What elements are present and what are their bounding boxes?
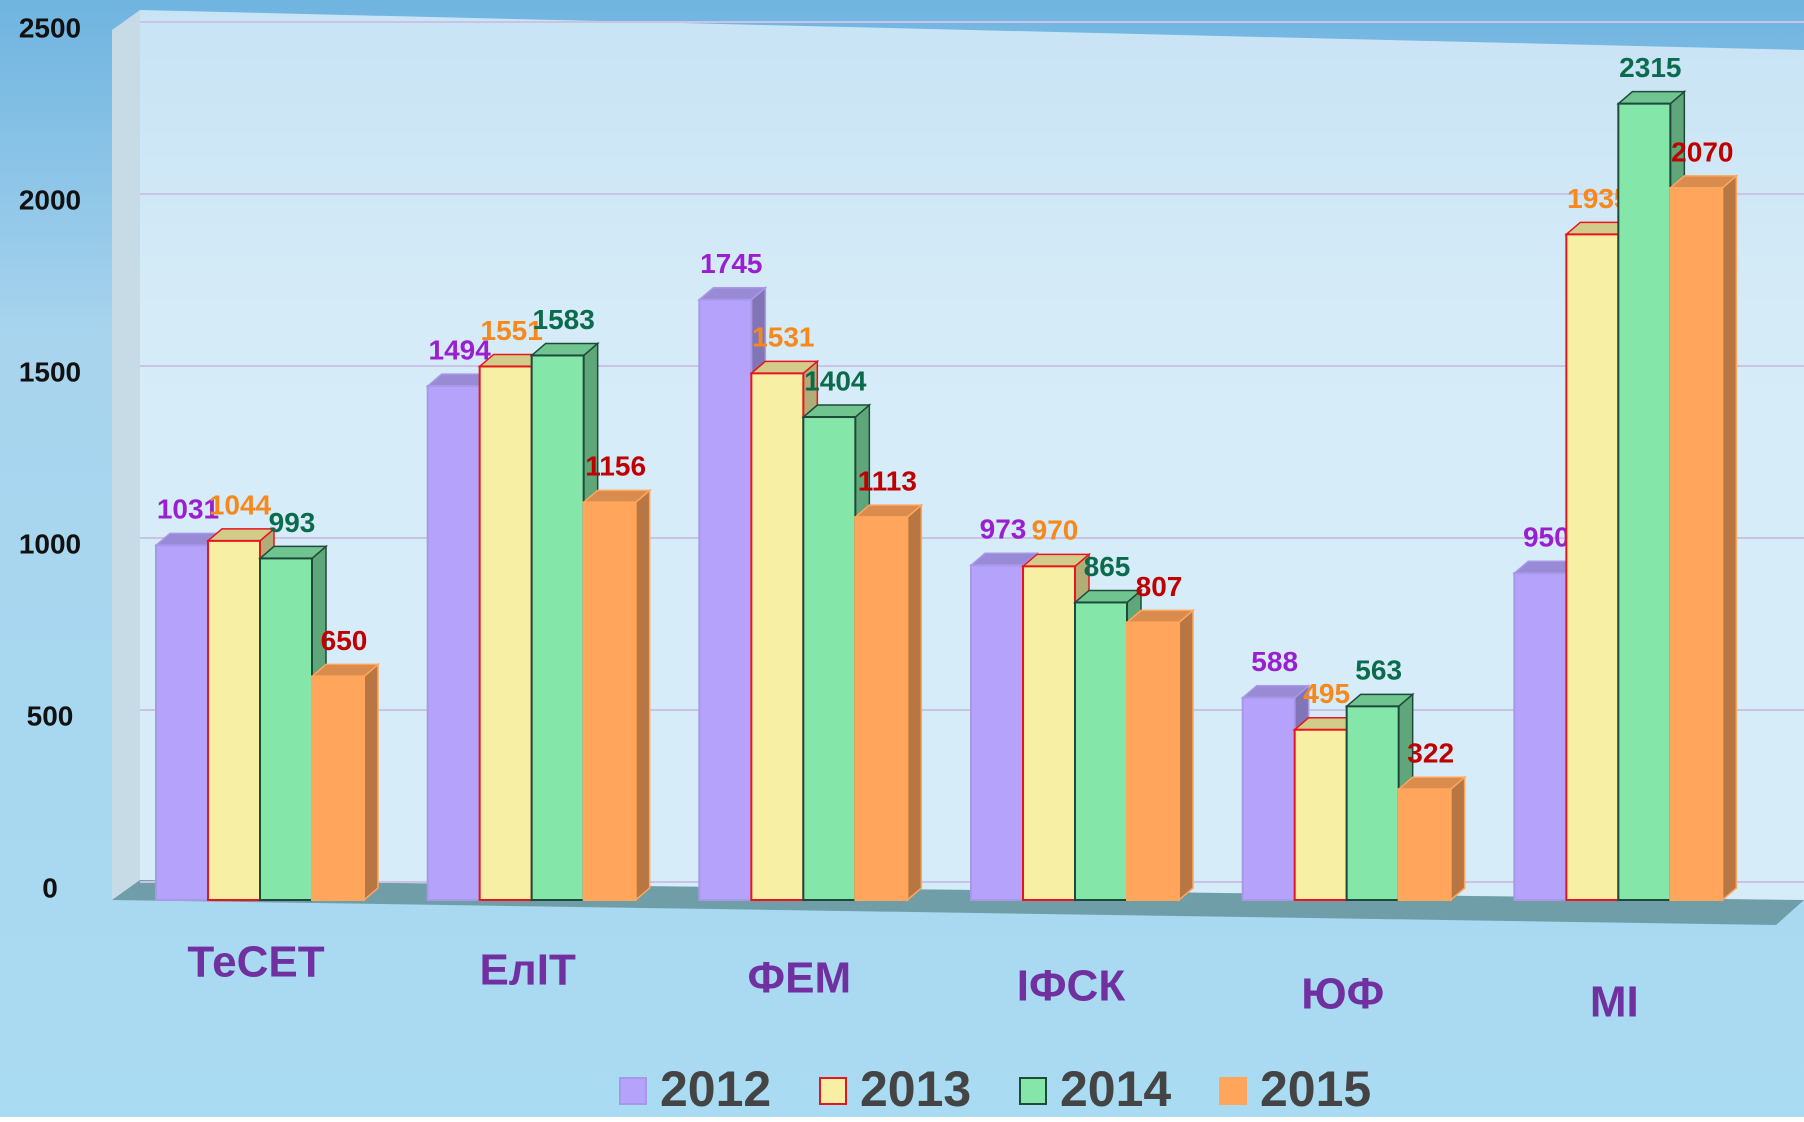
bar xyxy=(1022,565,1076,901)
data-label: 1044 xyxy=(209,489,272,520)
bar xyxy=(1241,696,1296,902)
data-label: 865 xyxy=(1084,551,1131,582)
bar xyxy=(530,354,585,901)
data-label: 1156 xyxy=(585,451,646,482)
data-label: 2315 xyxy=(1619,52,1681,83)
side-wall xyxy=(112,10,140,900)
bar-side xyxy=(1721,174,1738,902)
bar xyxy=(698,298,753,902)
data-label: 993 xyxy=(269,507,316,538)
data-label: 2070 xyxy=(1671,136,1733,167)
data-label: 1745 xyxy=(700,248,762,279)
x-tick-label: ЕлІТ xyxy=(479,946,576,995)
y-tick-label: 1000 xyxy=(19,528,81,559)
bar xyxy=(478,365,533,901)
legend-label: 2014 xyxy=(1060,1061,1171,1117)
bar-side xyxy=(1178,608,1194,902)
bar xyxy=(1513,572,1568,901)
data-label: 950 xyxy=(1523,522,1570,553)
bar xyxy=(426,385,481,901)
bar xyxy=(1565,233,1620,902)
bar xyxy=(207,539,261,901)
bar xyxy=(259,557,313,902)
x-tick-label: МІ xyxy=(1590,978,1639,1027)
x-tick-label: ЮФ xyxy=(1301,970,1384,1019)
legend-swatch xyxy=(1219,1077,1247,1105)
x-tick-label: ФЕМ xyxy=(748,954,852,1003)
data-label: 650 xyxy=(321,625,368,656)
data-label: 1113 xyxy=(858,466,917,497)
bar xyxy=(1397,788,1452,901)
legend-label: 2012 xyxy=(660,1061,771,1117)
data-label: 807 xyxy=(1136,571,1183,602)
bar xyxy=(802,416,857,901)
bar xyxy=(1293,728,1348,901)
bar-side xyxy=(906,503,923,902)
bar xyxy=(155,544,209,901)
data-label: 322 xyxy=(1407,738,1454,769)
x-tick-label: ІФСК xyxy=(1017,962,1126,1011)
legend-swatch xyxy=(619,1077,647,1105)
y-tick-label: 0 xyxy=(42,872,58,903)
data-label: 970 xyxy=(1032,515,1079,546)
legend-swatch xyxy=(819,1077,847,1105)
y-tick-label: 1500 xyxy=(19,356,81,387)
bar-side xyxy=(363,662,379,902)
x-tick-label: ТеСЕТ xyxy=(187,938,324,987)
bar xyxy=(750,372,805,901)
data-label: 588 xyxy=(1251,646,1298,677)
bar xyxy=(1669,186,1724,902)
bar xyxy=(854,516,909,901)
bar xyxy=(582,501,637,901)
bar-side xyxy=(1449,775,1466,902)
data-label: 1031 xyxy=(157,494,219,525)
y-tick-label: 500 xyxy=(27,700,74,731)
legend-label: 2015 xyxy=(1260,1061,1371,1117)
data-label: 1494 xyxy=(429,334,492,365)
data-label: 1583 xyxy=(533,304,595,335)
data-label: 563 xyxy=(1355,655,1402,686)
legend-swatch xyxy=(1019,1077,1047,1105)
bar xyxy=(1126,621,1180,902)
data-label: 1531 xyxy=(752,322,814,353)
bar xyxy=(1074,601,1128,901)
bar xyxy=(311,675,365,902)
bar xyxy=(1617,102,1672,901)
data-label: 495 xyxy=(1303,678,1350,709)
y-tick-label: 2500 xyxy=(19,12,81,43)
data-label: 1551 xyxy=(481,315,543,346)
y-tick-label: 2000 xyxy=(19,184,81,215)
bar xyxy=(970,564,1024,902)
legend-label: 2013 xyxy=(860,1061,971,1117)
bar-side xyxy=(634,488,651,902)
data-label: 1404 xyxy=(804,365,867,396)
data-label: 973 xyxy=(980,514,1027,545)
bar xyxy=(1345,705,1400,901)
